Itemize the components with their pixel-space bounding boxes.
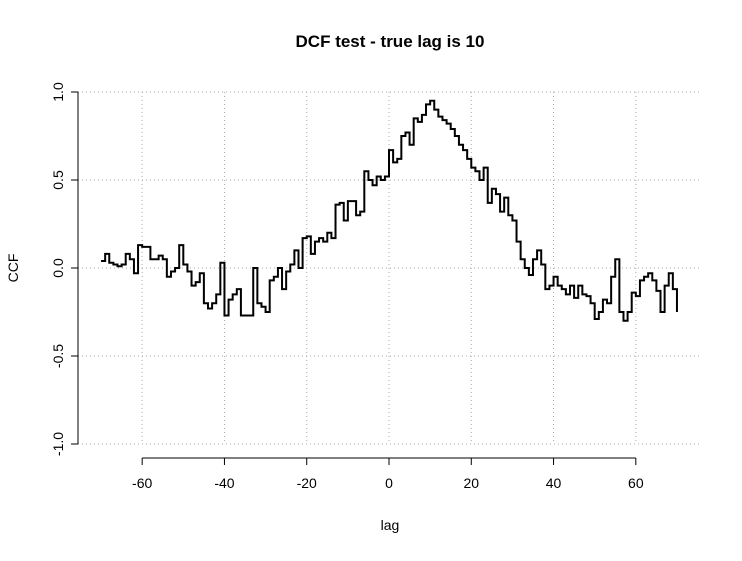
x-tick-label: 20: [463, 475, 479, 491]
y-tick-label: 1.0: [50, 82, 66, 102]
chart-title: DCF test - true lag is 10: [296, 32, 485, 51]
y-tick-label: -1.0: [50, 432, 66, 456]
x-tick-label: -20: [297, 475, 317, 491]
x-tick-label: 40: [546, 475, 562, 491]
y-axis-label: CCF: [5, 254, 21, 283]
y-tick-label: 0.5: [50, 170, 66, 190]
y-tick-label: 0.0: [50, 258, 66, 278]
ccf-line: [101, 99, 678, 322]
x-tick-label: 0: [385, 475, 393, 491]
x-tick-label: -60: [132, 475, 152, 491]
y-tick-label: -0.5: [50, 344, 66, 368]
x-axis-label: lag: [381, 517, 400, 533]
x-tick-label: -40: [214, 475, 234, 491]
x-tick-label: 60: [628, 475, 644, 491]
